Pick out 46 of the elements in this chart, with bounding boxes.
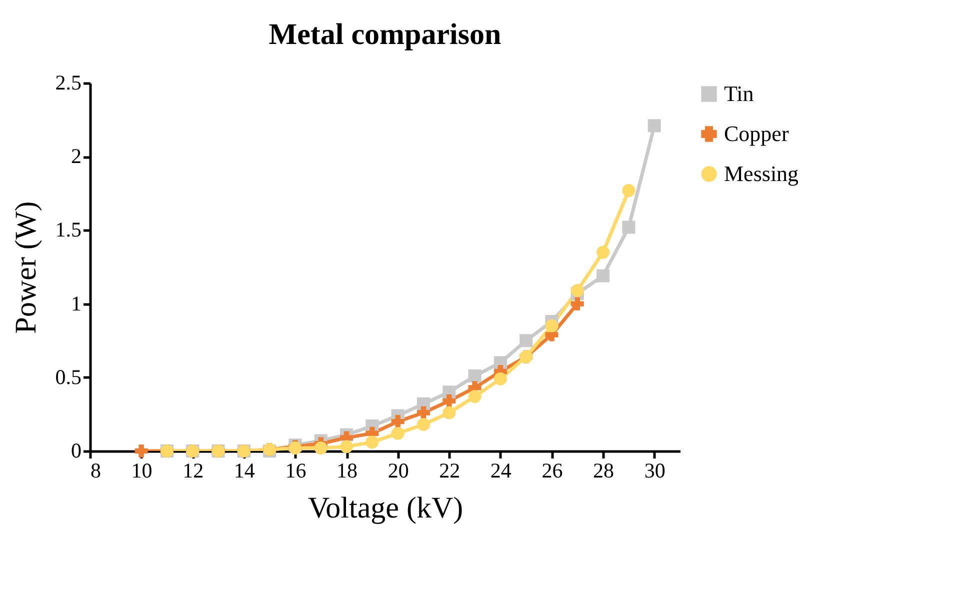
x-axis-title: Voltage (kV) (308, 492, 464, 524)
point (545, 319, 558, 332)
point (468, 390, 482, 404)
point (468, 369, 482, 382)
y-axis-title: Power (W) (9, 201, 42, 334)
point (622, 184, 636, 197)
chart-title: Metal comparison (268, 18, 502, 51)
point (596, 269, 610, 282)
point (570, 284, 584, 298)
point (596, 246, 610, 259)
x-tick-label: 24 (490, 458, 512, 482)
legend-label: Messing (724, 161, 799, 186)
point (648, 119, 661, 132)
x-tick-label: 30 (644, 458, 666, 482)
legend-label: Tin (724, 81, 754, 106)
x-tick-label: 26 (542, 458, 563, 482)
y-tick-label: 0.5 (55, 364, 82, 389)
point (622, 220, 636, 234)
x-tick-label: 8 (90, 458, 101, 482)
y-tick-label: 2.5 (55, 70, 82, 94)
point (416, 418, 430, 432)
point (314, 442, 328, 455)
point (391, 415, 404, 428)
x-tick-label: 20 (388, 458, 409, 482)
point (442, 394, 456, 408)
point (366, 436, 379, 449)
y-tick-label: 0 (71, 438, 82, 462)
y-tick-label: 1.5 (55, 218, 82, 242)
x-tick-label: 28 (593, 458, 614, 482)
point (134, 444, 148, 458)
x-tick-label: 18 (336, 458, 358, 482)
x-tick-label: 16 (285, 458, 306, 482)
x-tick-label: 10 (131, 458, 152, 482)
x-tick-label: 14 (234, 458, 256, 482)
point (520, 334, 533, 348)
legend-label: Copper (724, 121, 790, 146)
x-tick-label: 12 (182, 458, 204, 482)
point (416, 406, 430, 420)
point (570, 297, 584, 310)
point (494, 372, 507, 386)
point (340, 440, 354, 454)
point (442, 406, 456, 420)
y-tick-label: 2 (71, 144, 82, 168)
x-tick-label: 22 (439, 458, 460, 482)
y-tick-label: 1 (71, 291, 82, 316)
point (391, 426, 404, 440)
